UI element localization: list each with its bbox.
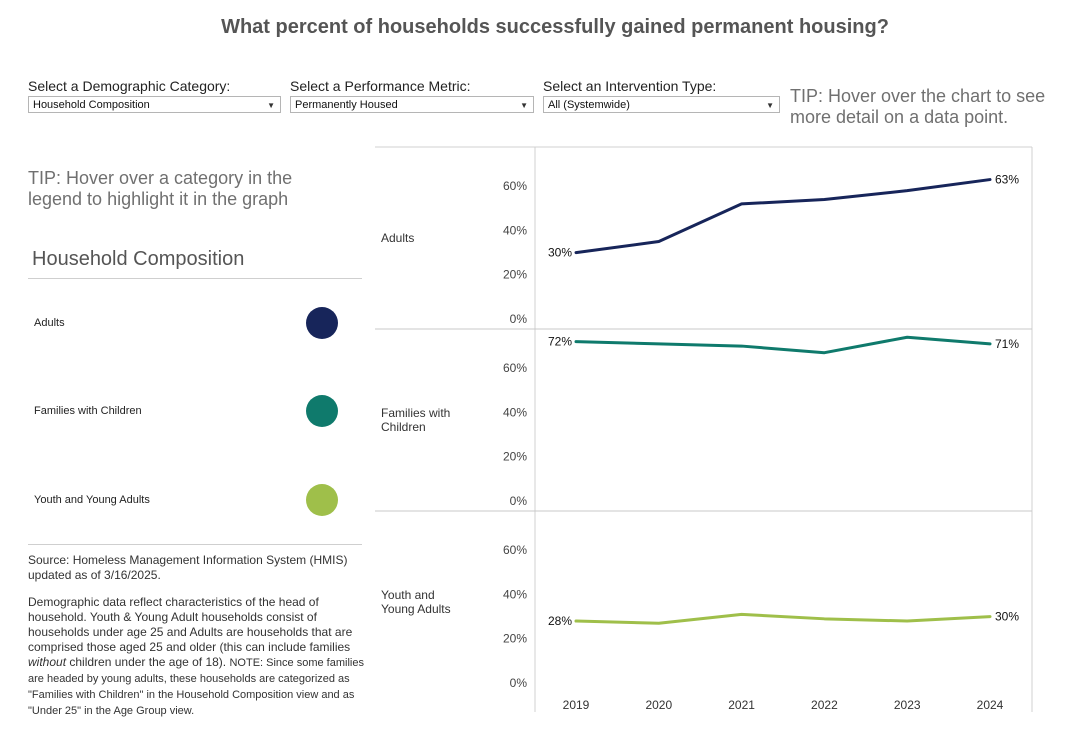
demographic-category-label: Select a Demographic Category:	[28, 78, 231, 94]
performance-metric-control: Select a Performance Metric: Permanently…	[290, 78, 534, 113]
panel-label: Adults	[381, 231, 414, 245]
y-tick-label: 20%	[503, 268, 527, 282]
x-tick-label: 2019	[563, 698, 590, 712]
chart-hover-tip: TIP: Hover over the chart to see more de…	[790, 86, 1046, 127]
legend-item-label: Youth and Young Adults	[34, 494, 150, 506]
series-line	[574, 178, 992, 255]
data-label-end: 71%	[995, 337, 1019, 351]
intervention-type-select[interactable]: All (Systemwide) ▼	[543, 96, 780, 113]
intervention-type-control: Select an Intervention Type: All (System…	[543, 78, 780, 113]
panel-label: Youth and	[381, 588, 435, 602]
x-tick-label: 2023	[894, 698, 921, 712]
y-tick-label: 20%	[503, 450, 527, 464]
demographic-category-select[interactable]: Household Composition ▼	[28, 96, 281, 113]
y-tick-label: 0%	[510, 676, 528, 690]
performance-metric-select[interactable]: Permanently Housed ▼	[290, 96, 534, 113]
x-tick-label: 2022	[811, 698, 838, 712]
source-notes: Source: Homeless Management Information …	[28, 553, 364, 731]
legend-item-label: Families with Children	[34, 405, 142, 417]
y-tick-label: 40%	[503, 405, 527, 419]
chevron-down-icon: ▼	[520, 101, 528, 110]
legend-item-label: Adults	[34, 317, 65, 329]
legend-item-families-with-children[interactable]: Families with Children	[28, 395, 344, 429]
data-label-end: 30%	[995, 610, 1019, 624]
y-tick-label: 60%	[503, 179, 527, 193]
note-emphasis: without	[28, 655, 67, 669]
performance-metric-value: Permanently Housed	[295, 99, 398, 111]
legend-title: Household Composition	[32, 248, 245, 270]
page-title: What percent of households successfully …	[221, 16, 889, 38]
panel-label: Families with	[381, 406, 450, 420]
x-tick-label: 2021	[728, 698, 755, 712]
x-tick-label: 2020	[645, 698, 672, 712]
legend-divider	[28, 278, 362, 279]
y-tick-label: 0%	[510, 494, 528, 508]
y-tick-label: 40%	[503, 587, 527, 601]
performance-metric-label: Select a Performance Metric:	[290, 78, 471, 94]
legend-color-dot	[306, 395, 338, 427]
y-tick-label: 20%	[503, 632, 527, 646]
chevron-down-icon: ▼	[267, 101, 275, 110]
intervention-type-label: Select an Intervention Type:	[543, 78, 717, 94]
data-label-end: 63%	[995, 173, 1019, 187]
legend-color-dot	[306, 307, 338, 339]
y-tick-label: 60%	[503, 543, 527, 557]
y-tick-label: 0%	[510, 312, 528, 326]
data-label-start: 72%	[548, 335, 572, 349]
note-text-b: children under the age of 18).	[66, 655, 230, 669]
series-line	[574, 335, 992, 355]
y-tick-label: 40%	[503, 223, 527, 237]
data-label-start: 28%	[548, 614, 572, 628]
note-text-small: NOTE: Since some families are headed by …	[28, 657, 364, 717]
x-tick-label: 2024	[977, 698, 1004, 712]
data-label-start: 30%	[548, 246, 572, 260]
y-tick-label: 60%	[503, 361, 527, 375]
legend-item-youth-and-young-adults[interactable]: Youth and Young Adults	[28, 484, 344, 518]
demographic-category-value: Household Composition	[33, 99, 150, 111]
source-divider	[28, 544, 362, 545]
series-line	[574, 612, 992, 625]
panel-label: Young Adults	[381, 602, 451, 616]
panel-label: Children	[381, 420, 426, 434]
note-text-a: Demographic data reflect characteristics…	[28, 595, 353, 654]
legend-item-adults[interactable]: Adults	[28, 307, 344, 341]
legend-color-dot	[306, 484, 338, 516]
source-line: Source: Homeless Management Information …	[28, 553, 348, 582]
legend-hover-tip: TIP: Hover over a category in the legend…	[28, 168, 293, 209]
demographic-note: Demographic data reflect characteristics…	[28, 595, 364, 719]
demographic-category-control: Select a Demographic Category: Household…	[28, 78, 281, 113]
intervention-type-value: All (Systemwide)	[548, 99, 630, 111]
chevron-down-icon: ▼	[766, 101, 774, 110]
